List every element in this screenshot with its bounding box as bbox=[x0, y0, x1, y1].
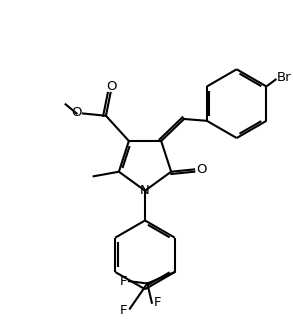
Text: O: O bbox=[71, 106, 82, 119]
Text: N: N bbox=[140, 184, 150, 197]
Text: O: O bbox=[196, 163, 207, 176]
Text: O: O bbox=[106, 80, 117, 93]
Text: F: F bbox=[120, 305, 128, 317]
Text: F: F bbox=[119, 275, 127, 288]
Text: Br: Br bbox=[277, 71, 291, 84]
Text: F: F bbox=[154, 296, 161, 309]
